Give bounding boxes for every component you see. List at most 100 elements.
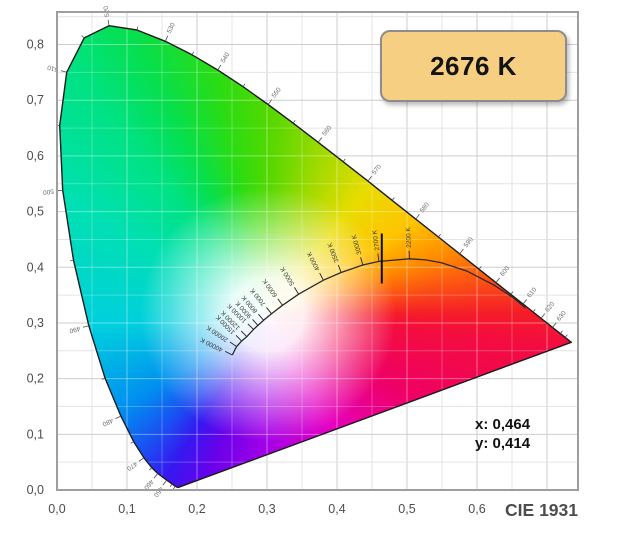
wavelength-tick — [162, 479, 167, 486]
wavelength-label: 560 — [321, 124, 333, 137]
wavelength-tick — [69, 259, 74, 262]
cct-tick — [294, 287, 300, 295]
wavelength-label: 470 — [125, 460, 138, 472]
wavelength-tick — [82, 325, 89, 328]
readout-y-value: y: 0,414 — [475, 435, 531, 452]
wavelength-tick — [317, 137, 323, 143]
wavelength-tick — [164, 35, 169, 42]
readout-x-value: x: 0,464 — [475, 416, 531, 433]
cct-label: 2700 K — [371, 229, 381, 251]
cct-label: 3500 K — [326, 241, 340, 263]
plot-frame — [56, 11, 579, 491]
x-axis-tick-label: 0,6 — [468, 502, 485, 516]
wavelength-tick — [478, 266, 482, 270]
wavelength-tick — [540, 313, 546, 319]
wavelength-tick — [191, 51, 195, 55]
wavelength-tick — [81, 35, 85, 39]
wavelength-label: 530 — [166, 21, 177, 34]
wavelength-tick — [107, 19, 110, 26]
cct-tick — [277, 298, 283, 306]
wavelength-tick — [391, 197, 395, 201]
wavelength-label: 480 — [101, 416, 114, 427]
y-axis-tick-label: 0,8 — [27, 38, 44, 52]
wavelength-tick — [367, 176, 372, 182]
cct-tick — [240, 330, 248, 337]
cct-tick — [319, 272, 324, 281]
wavelength-label: 580 — [419, 201, 431, 214]
wavelength-label: 630 — [556, 310, 568, 323]
wavelength-tick — [136, 26, 139, 31]
wavelength-tick — [438, 233, 441, 238]
y-axis-tick-label: 0,4 — [27, 260, 44, 274]
wavelength-label: 600 — [499, 265, 511, 278]
wavelength-label: 550 — [271, 86, 283, 99]
axis-tick-labels: 0,0 0,1 0,2 0,3 0,4 0,5 0,6 0,0 0,1 0,2 0,3 0,4 0,5 0… — [27, 38, 486, 516]
cct-tick — [247, 323, 254, 330]
wavelength-tick — [60, 70, 67, 73]
wavelength-label: 510 — [46, 63, 59, 73]
cct-tick — [252, 319, 259, 326]
wavelength-tick — [342, 158, 346, 162]
wavelength-tick — [130, 441, 134, 444]
wavelength-tick — [242, 83, 246, 87]
wavelength-tick — [148, 467, 153, 471]
diagram-title: CIE 1931 — [505, 500, 578, 520]
spectral-locus-outline — [59, 25, 572, 488]
cct-tick — [235, 335, 242, 342]
wavelength-tick — [415, 214, 420, 220]
cct-tick — [337, 264, 342, 273]
y-axis-tick-label: 0,5 — [27, 205, 44, 219]
wavelength-label: 570 — [371, 163, 383, 176]
wavelength-tick — [564, 334, 568, 338]
y-axis-tick-label: 0,0 — [27, 483, 44, 497]
cct-tick — [266, 307, 272, 314]
wavelength-label: 540 — [220, 51, 232, 64]
wavelength-tick — [552, 322, 557, 328]
y-axis-tick-label: 0,2 — [27, 372, 44, 386]
cct-tick — [224, 350, 233, 356]
wavelength-tick — [217, 64, 222, 71]
wavelength-label: 450 — [152, 485, 164, 498]
cct-label: 3000 K — [351, 233, 364, 255]
cct-label: 5000 K — [279, 265, 296, 287]
cct-tick — [229, 341, 237, 347]
x-axis-tick-label: 0,2 — [188, 502, 205, 516]
x-axis-tick-label: 0,5 — [398, 502, 415, 516]
xy-readout: x: 0,464 y: 0,414 — [475, 415, 530, 453]
wavelength-tick — [169, 483, 173, 488]
wavelength-tick — [495, 277, 500, 283]
wavelength-tick — [115, 415, 122, 419]
wavelength-label: 590 — [463, 236, 475, 249]
cct-badge-value: 2676 K — [430, 50, 517, 81]
cct-tick — [258, 313, 264, 321]
wavelength-tick — [559, 330, 563, 334]
wavelength-tick — [101, 377, 106, 380]
wavelength-label: 490 — [68, 324, 81, 334]
y-axis-tick-label: 0,7 — [27, 93, 44, 107]
wavelength-tick — [532, 309, 536, 313]
wavelength-tick — [267, 99, 272, 105]
wavelength-tick — [138, 457, 145, 462]
x-axis-tick-label: 0,4 — [328, 502, 345, 516]
x-axis-tick-label: 0,0 — [48, 502, 65, 516]
wavelength-tick — [510, 291, 514, 295]
wavelength-label: 620 — [544, 300, 556, 313]
cct-label: 4000 K — [306, 250, 322, 272]
wavelength-label: 610 — [526, 286, 538, 299]
wavelength-tick — [172, 485, 176, 490]
wavelength-tick — [459, 248, 464, 255]
planckian-locus — [231, 258, 526, 356]
cct-label: 2200 K — [405, 226, 413, 247]
wavelength-tick — [153, 473, 159, 479]
y-axis-tick-label: 0,3 — [27, 316, 44, 330]
y-axis-tick-label: 0,6 — [27, 149, 44, 163]
wavelength-label: 500 — [42, 187, 54, 195]
wavelength-tick — [522, 299, 528, 305]
cct-tick — [377, 253, 380, 262]
cct-badge: 2676 K — [380, 30, 567, 102]
cct-tick — [360, 257, 364, 266]
x-axis-tick-label: 0,1 — [118, 502, 135, 516]
y-axis-tick-label: 0,1 — [27, 427, 44, 441]
